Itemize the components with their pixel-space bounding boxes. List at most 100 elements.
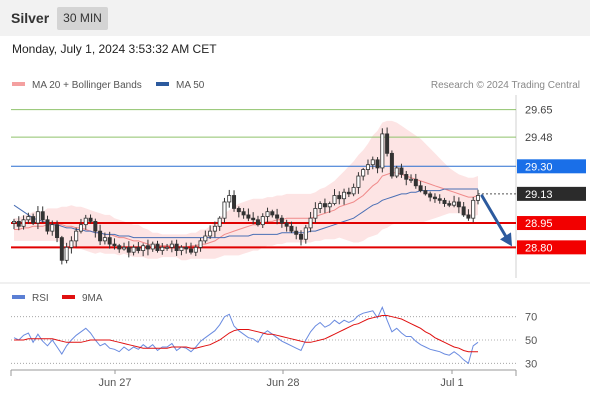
- candle: [437, 194, 442, 204]
- candle: [35, 206, 40, 230]
- candle: [179, 245, 184, 256]
- candle: [361, 167, 366, 181]
- candle: [471, 196, 476, 223]
- ma50-line: [13, 188, 478, 239]
- candle: [21, 215, 26, 230]
- candle: [332, 189, 337, 206]
- price-label-28.95: 28.95: [525, 218, 553, 230]
- candle: [232, 190, 237, 212]
- candle: [50, 220, 55, 236]
- candle: [246, 208, 251, 222]
- candle: [418, 181, 423, 193]
- candle: [74, 227, 79, 248]
- candle: [289, 221, 294, 234]
- candle: [78, 218, 83, 234]
- candle: [136, 242, 141, 254]
- candle: [452, 195, 457, 208]
- candle: [64, 242, 69, 264]
- instrument-title: Silver: [11, 10, 50, 26]
- bollinger-band: [14, 120, 478, 261]
- candle: [432, 193, 437, 203]
- candle: [112, 238, 117, 250]
- candle: [155, 240, 160, 253]
- candle: [169, 240, 174, 253]
- candle: [83, 214, 88, 230]
- candle: [212, 221, 217, 238]
- candle: [184, 242, 189, 254]
- candle: [222, 197, 227, 224]
- candle: [255, 215, 260, 227]
- price-label-box-28.80: [517, 240, 586, 255]
- candle: [40, 206, 45, 223]
- candle: [251, 212, 256, 225]
- candle: [356, 172, 361, 194]
- candle: [31, 213, 36, 226]
- candle: [16, 216, 21, 231]
- candle: [55, 220, 60, 243]
- candle: [428, 191, 433, 202]
- candle: [461, 201, 466, 217]
- candle: [413, 173, 418, 189]
- candle: [203, 230, 208, 244]
- candle: [456, 197, 461, 214]
- candle: [59, 235, 64, 265]
- candle: [475, 189, 480, 205]
- candle: [188, 242, 193, 255]
- legend-ma20-bb: MA 20 + Bollinger Bands: [12, 80, 142, 91]
- chart-header: Silver 30 MIN: [0, 0, 590, 36]
- candle: [466, 209, 471, 221]
- rsi-9ma-line: [14, 315, 478, 353]
- candle: [26, 212, 31, 224]
- candle: [93, 218, 98, 238]
- candle: [241, 207, 246, 219]
- candle: [11, 218, 16, 230]
- candle: [198, 237, 203, 252]
- chart-datetime: Monday, July 1, 2024 3:53:32 AM CET: [12, 42, 217, 56]
- rsi-tick-50: 50: [525, 335, 537, 347]
- legend-ma20-swatch: [12, 82, 25, 87]
- candle: [98, 224, 103, 246]
- candle: [165, 243, 170, 251]
- legend-ma50-label: MA 50: [176, 80, 205, 91]
- price-label-29.65: 29.65: [525, 105, 553, 117]
- candle: [275, 208, 280, 225]
- candle: [409, 174, 414, 183]
- legend-9ma: 9MA: [62, 293, 103, 304]
- candle: [308, 211, 313, 233]
- candle: [193, 244, 198, 257]
- candle: [404, 170, 409, 186]
- candle: [150, 241, 155, 252]
- x-tick-label: Jun 28: [266, 377, 299, 389]
- legend-rsi-label: RSI: [32, 293, 49, 304]
- x-tick-label: Jun 27: [98, 377, 131, 389]
- candle: [284, 219, 289, 232]
- candle: [389, 150, 394, 179]
- candle: [447, 200, 452, 208]
- timeframe-badge[interactable]: 30 MIN: [57, 7, 108, 30]
- candle: [227, 189, 232, 208]
- candle: [346, 187, 351, 198]
- candle: [375, 157, 380, 174]
- candle: [265, 207, 270, 223]
- candle: [141, 243, 146, 257]
- price-label-28.80: 28.80: [525, 242, 553, 254]
- candle: [69, 236, 74, 254]
- candle: [365, 159, 370, 175]
- candle: [327, 201, 332, 213]
- candle: [385, 127, 390, 157]
- candle: [122, 242, 127, 251]
- candle: [423, 186, 428, 196]
- candle: [160, 242, 165, 255]
- research-credit: Research © 2024 Trading Central: [430, 80, 580, 91]
- candle: [126, 241, 131, 258]
- legend-rsi: RSI: [12, 293, 49, 304]
- candle: [337, 191, 342, 205]
- legend-ma50: MA 50: [156, 80, 204, 91]
- legend-rsi-swatch: [12, 295, 25, 300]
- price-label-29.13: 29.13: [525, 189, 553, 201]
- candle: [318, 201, 323, 214]
- candle: [88, 214, 93, 224]
- candle: [380, 128, 385, 173]
- candle: [351, 183, 356, 197]
